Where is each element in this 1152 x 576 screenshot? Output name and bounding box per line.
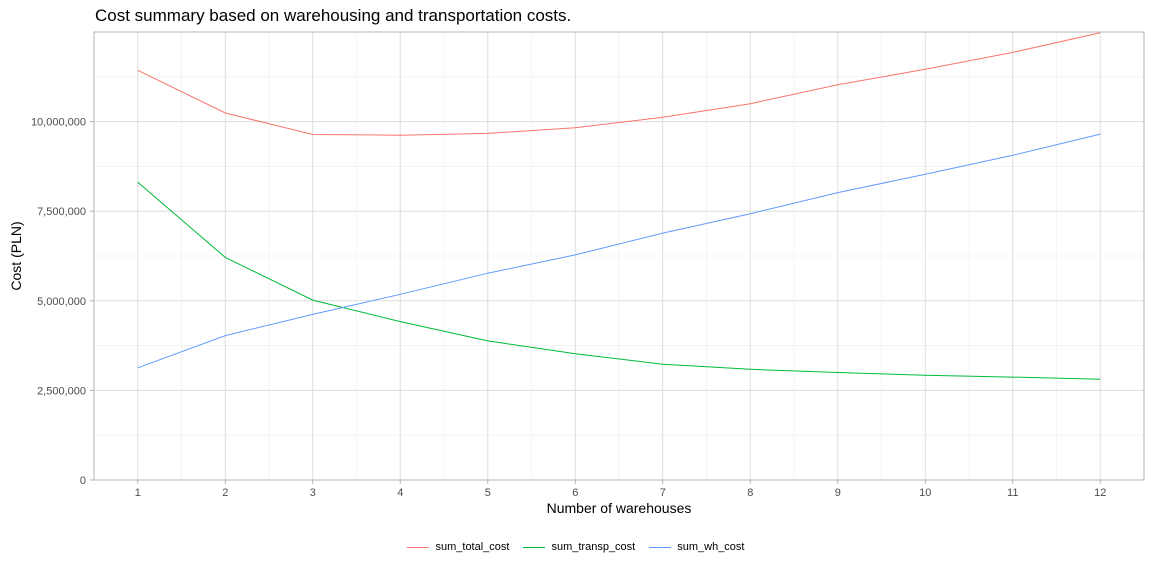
legend-item-sum_transp_cost: sum_transp_cost: [523, 541, 635, 553]
x-tick-label: 11: [1007, 487, 1018, 499]
x-tick-label: 6: [572, 487, 578, 499]
x-tick-label: 9: [835, 487, 841, 499]
y-axis-title: Cost (PLN): [8, 221, 24, 290]
series-line-sum_total_cost: [137, 32, 1101, 136]
plot-border: [93, 31, 1145, 481]
y-tick-labels: 0 2,500,000 5,000,000 7,500,000 10,000,000: [31, 117, 94, 487]
x-tick-label: 12: [1094, 487, 1106, 499]
grid-lines: [94, 31, 1144, 481]
x-tick-label: 4: [397, 487, 403, 499]
legend-key: [523, 546, 546, 548]
legend-label: sum_total_cost: [435, 541, 510, 553]
x-tick-label: 7: [660, 487, 666, 499]
y-tick-label: 10,000,000: [31, 117, 86, 129]
legend-label: sum_wh_cost: [677, 541, 745, 553]
series-line-sum_transp_cost: [137, 181, 1101, 380]
y-tick-label: 7,500,000: [37, 206, 86, 218]
legend: sum_total_cost sum_transp_cost sum_wh_cost: [0, 541, 1152, 553]
legend-label: sum_transp_cost: [551, 541, 636, 553]
series-line-sum_wh_cost: [137, 133, 1101, 369]
x-tick-label: 10: [919, 487, 931, 499]
legend-key: [407, 546, 430, 548]
legend-key: [649, 546, 672, 548]
x-tick-label: 2: [222, 487, 228, 499]
legend-item-sum_wh_cost: sum_wh_cost: [649, 541, 745, 553]
x-tick-label: 1: [135, 487, 141, 499]
chart-title: Cost summary based on warehousing and tr…: [95, 6, 572, 25]
y-tick-label: 5,000,000: [37, 296, 86, 308]
x-tick-label: 5: [485, 487, 491, 499]
x-axis-title: Number of warehouses: [547, 500, 692, 516]
x-tick-label: 8: [747, 487, 753, 499]
x-tick-label: 3: [310, 487, 316, 499]
x-tick-labels: 1 2 3 4 5 6 7 8 9 10 11 12: [135, 480, 1106, 499]
series-lines: [137, 32, 1101, 380]
y-tick-label: 2,500,000: [37, 385, 86, 397]
y-tick-label: 0: [80, 475, 86, 487]
legend-item-sum_total_cost: sum_total_cost: [407, 541, 509, 553]
